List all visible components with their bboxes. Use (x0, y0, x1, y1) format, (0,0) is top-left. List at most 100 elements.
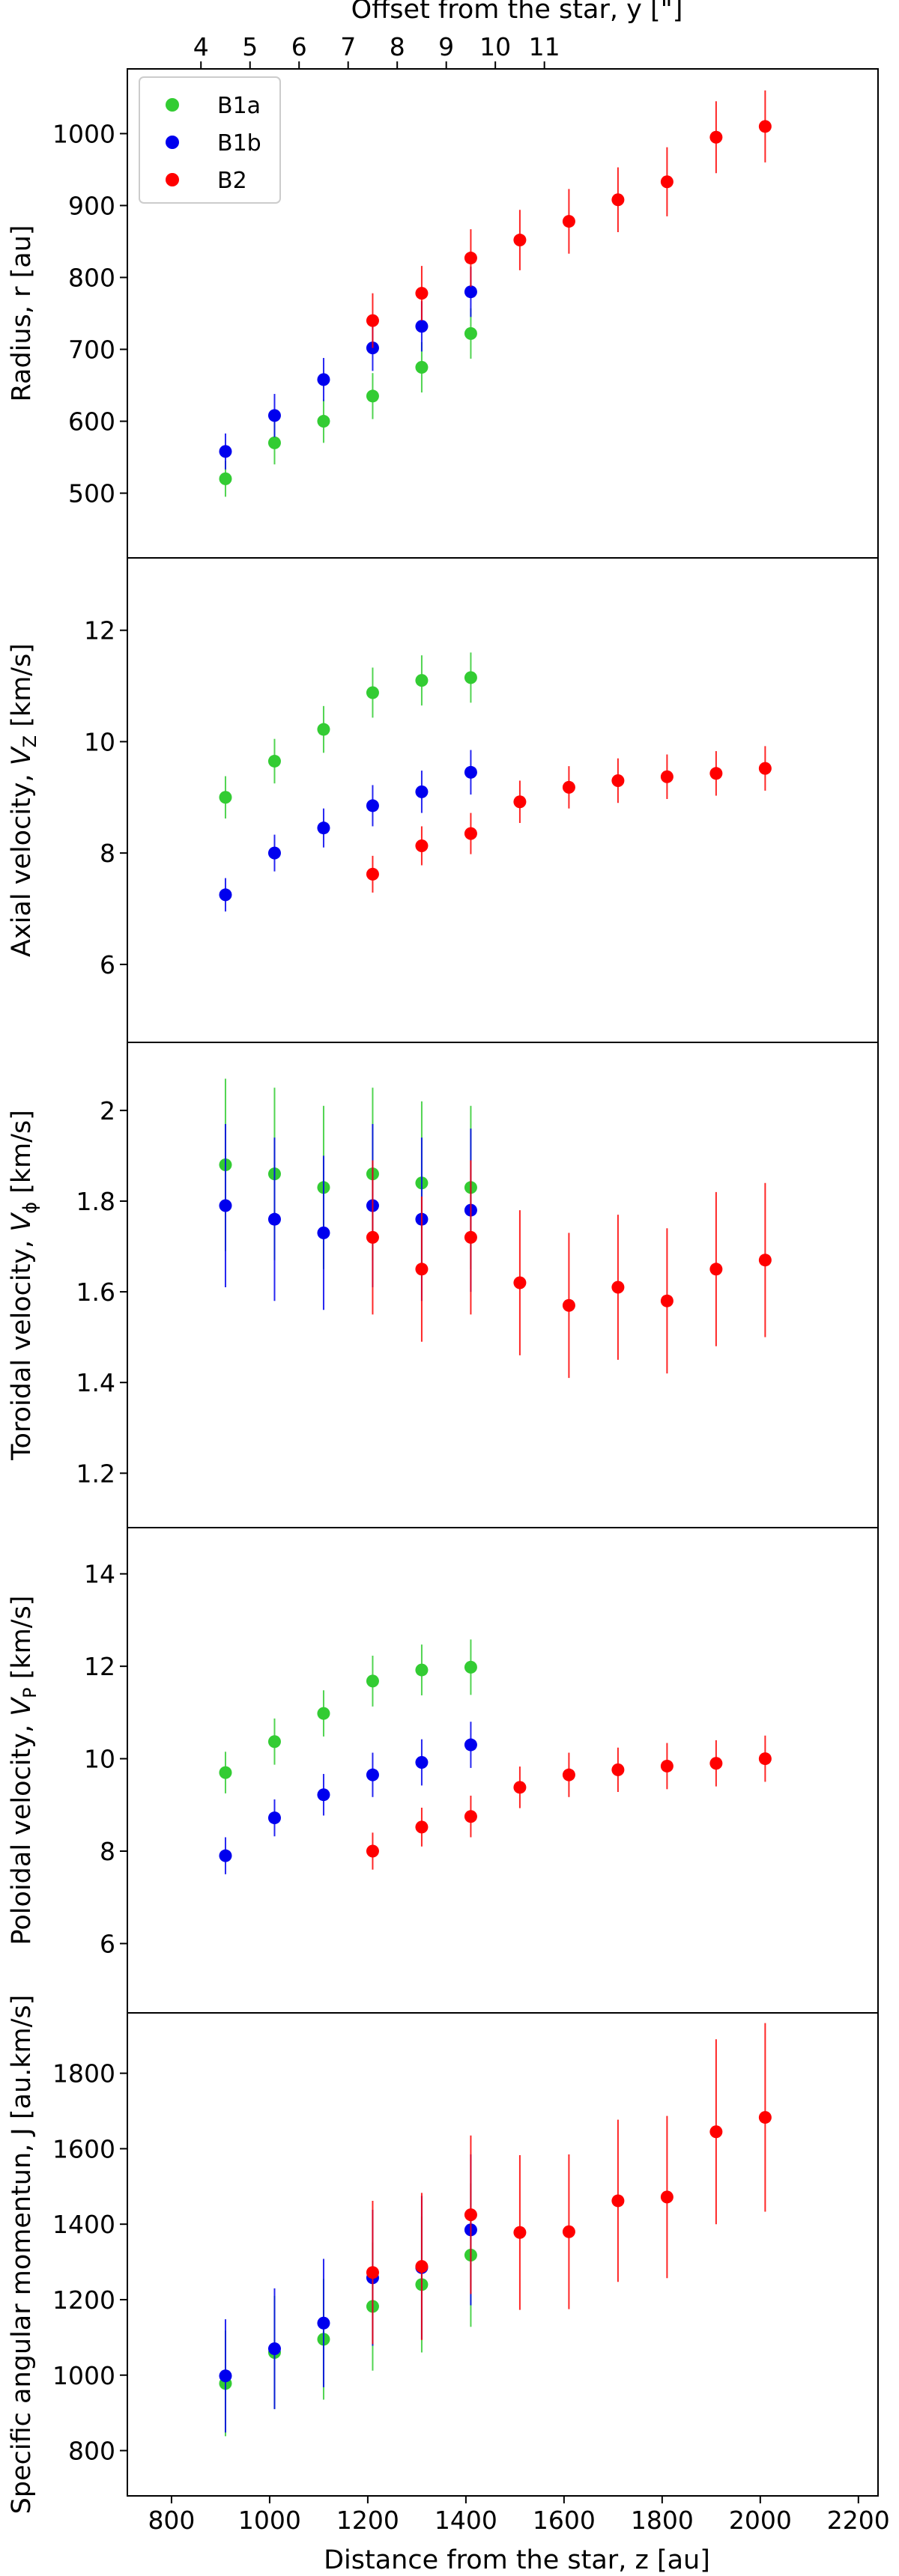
data-point (415, 1820, 429, 1834)
data-point (219, 1849, 232, 1862)
panel-4-ytick-label-4: 14 (84, 1560, 115, 1589)
data-point (464, 285, 477, 299)
top-axis-label: Offset from the star, y ["] (351, 0, 683, 25)
data-point (366, 389, 379, 403)
data-point (415, 839, 429, 852)
panel-1-ytick-label-0: 500 (68, 479, 115, 508)
panel-2-ylabel: Axial velocity, VZ [km/s] (7, 643, 40, 957)
data-point (758, 1254, 772, 1267)
data-point (267, 754, 281, 768)
panel-3-ytick-label-4: 2 (100, 1096, 115, 1126)
data-point (366, 1768, 379, 1781)
panel-3-ytick-label-0: 1.2 (76, 1459, 115, 1488)
data-point (267, 1212, 281, 1226)
data-point (709, 2125, 723, 2139)
data-point (611, 774, 625, 787)
panel-3-series-b2 (366, 1160, 772, 1379)
data-point (219, 888, 232, 902)
data-point (562, 2225, 575, 2238)
data-point (317, 2316, 330, 2330)
panel-2-ytick-label-2: 10 (84, 727, 115, 756)
data-point (415, 320, 429, 333)
panel-2-series-b1b (219, 750, 477, 912)
data-point (267, 1811, 281, 1825)
data-point (758, 2111, 772, 2124)
panel-3-ytick-label-2: 1.6 (76, 1278, 115, 1307)
data-point (267, 436, 281, 449)
data-point (219, 2369, 232, 2383)
data-point (415, 785, 429, 798)
bottom-tick-label-6: 2000 (729, 2506, 792, 2535)
data-point (317, 1226, 330, 1239)
data-point (660, 1759, 674, 1772)
panel-4-series-b1a (219, 1639, 477, 1793)
top-tick-label-1: 5 (242, 32, 258, 61)
panel-1-series-b2 (366, 90, 772, 348)
bottom-tick-label-1: 1000 (238, 2506, 301, 2535)
data-point (464, 765, 477, 779)
data-point (513, 795, 527, 809)
data-point (317, 1707, 330, 1720)
data-point (415, 1263, 429, 1276)
data-point (709, 1757, 723, 1770)
panel-5-ytick-label-2: 1200 (52, 2285, 115, 2315)
data-point (366, 2266, 379, 2279)
panel-5-series-b2 (366, 2023, 772, 2345)
data-point (415, 287, 429, 300)
panel-5-ytick-label-5: 1800 (52, 2059, 115, 2089)
panel-4-ytick-label-3: 12 (84, 1652, 115, 1681)
data-point (415, 674, 429, 687)
data-point (513, 2226, 527, 2239)
legend-label-b1a: B1a (217, 93, 261, 119)
data-point (513, 1781, 527, 1794)
data-point (464, 1738, 477, 1752)
data-point (317, 415, 330, 428)
panel-4-series-b1b (219, 1722, 477, 1874)
panel-4-ytick-label-0: 6 (100, 1929, 115, 1958)
panel-2: 6 8 10 12 Axial velocity, VZ [km/s] (7, 557, 879, 1043)
data-point (758, 1752, 772, 1766)
panel-2-ytick-label-0: 6 (100, 950, 115, 979)
data-point (415, 1663, 429, 1677)
data-point (709, 1263, 723, 1276)
top-tick-label-6: 10 (479, 32, 511, 61)
data-point (464, 1810, 477, 1823)
top-tick-label-0: 4 (193, 32, 209, 61)
panel-2-ytick-label-3: 12 (84, 616, 115, 645)
panels: 500 600 700 800 900 1000 Radius, r [au] 6 8 10 12 A… (7, 32, 890, 2535)
bottom-axis-label: Distance from the star, z [au] (324, 2545, 710, 2575)
data-point (366, 1844, 379, 1858)
panel-2-series-b1a (219, 652, 477, 819)
legend-label-b2: B2 (217, 168, 247, 194)
top-axis: 4 5 6 7 8 9 10 11 (193, 32, 560, 69)
panel-5-ytick-label-1: 1000 (52, 2361, 115, 2390)
data-point (709, 767, 723, 780)
panel-5-ytick-label-0: 800 (68, 2437, 115, 2466)
legend-marker-b1a (166, 98, 179, 112)
data-point (611, 2194, 625, 2208)
data-point (366, 1674, 379, 1688)
data-point (464, 2208, 477, 2222)
data-point (366, 314, 379, 327)
data-point (611, 1281, 625, 1294)
bottom-tick-label-4: 1600 (533, 2506, 596, 2535)
data-point (317, 373, 330, 386)
panel-1-ylabel: Radius, r [au] (7, 225, 37, 401)
data-point (464, 252, 477, 265)
bottom-tick-label-5: 1800 (631, 2506, 694, 2535)
bottom-tick-label-2: 1200 (336, 2506, 399, 2535)
panel-5-frame (127, 2012, 879, 2497)
top-tick-label-2: 6 (291, 32, 307, 61)
data-point (415, 2260, 429, 2273)
data-point (464, 1660, 477, 1674)
bottom-tick-label-7: 2200 (827, 2506, 890, 2535)
data-point (464, 671, 477, 684)
panel-4-ylabel: Poloidal velocity, VP [km/s] (7, 1596, 40, 1945)
panel-2-series-b2 (366, 746, 772, 893)
data-point (660, 770, 674, 783)
data-point (513, 1276, 527, 1289)
legend-marker-b1b (166, 136, 179, 149)
data-point (267, 846, 281, 860)
top-tick-label-7: 11 (529, 32, 560, 61)
